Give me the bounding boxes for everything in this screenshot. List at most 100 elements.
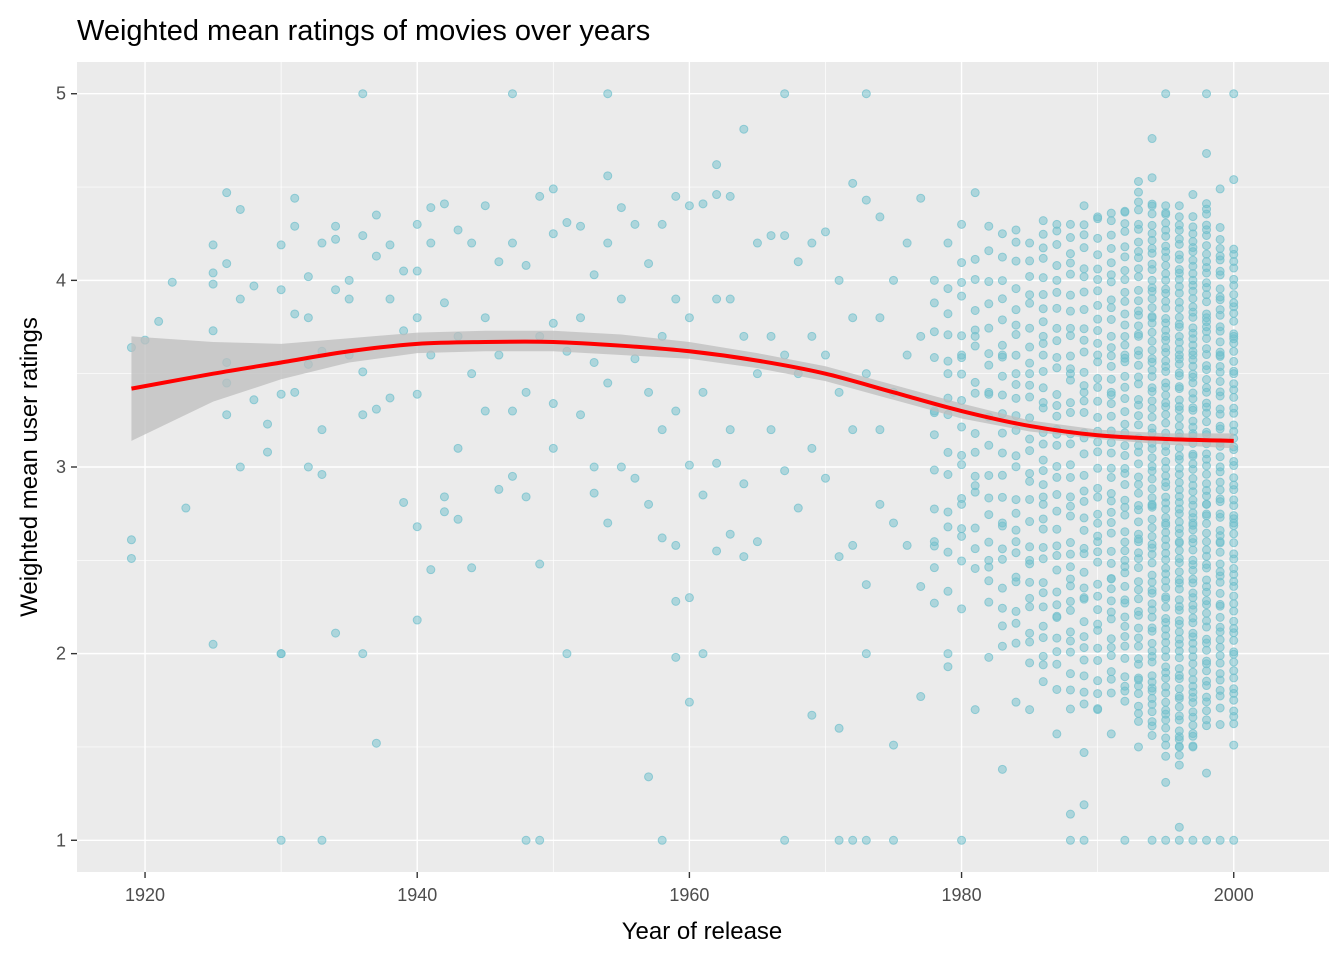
x-tick-label: 2000 [1214, 885, 1254, 905]
data-point [548, 229, 558, 239]
data-point [1147, 365, 1157, 375]
data-point [249, 281, 259, 291]
data-point [1120, 287, 1130, 297]
data-point [385, 240, 395, 250]
data-point [507, 238, 517, 248]
data-points [126, 89, 1239, 845]
chart-title: Weighted mean ratings of movies over yea… [77, 15, 650, 47]
data-point [1229, 456, 1239, 466]
data-point [1161, 343, 1171, 353]
data-point [1065, 233, 1075, 243]
data-point [997, 448, 1007, 458]
data-point [684, 593, 694, 603]
data-point [1147, 686, 1157, 696]
data-point [861, 580, 871, 590]
data-point [1147, 173, 1157, 183]
data-point [1147, 327, 1157, 337]
data-point [1106, 642, 1116, 652]
data-point [1161, 296, 1171, 306]
data-point [929, 275, 939, 285]
data-point [1079, 525, 1089, 535]
data-point [616, 203, 626, 213]
data-point [603, 378, 613, 388]
data-point [875, 212, 885, 222]
data-point [494, 484, 504, 494]
data-point [929, 327, 939, 337]
data-point [1106, 343, 1116, 353]
data-point [507, 89, 517, 99]
data-point [984, 246, 994, 256]
data-point [1174, 332, 1184, 342]
data-point [1065, 501, 1075, 511]
data-point [780, 466, 790, 476]
data-point [1147, 484, 1157, 494]
data-point [1147, 717, 1157, 727]
data-point [1025, 593, 1035, 603]
data-point [507, 406, 517, 416]
data-point [1229, 175, 1239, 185]
data-point [1025, 542, 1035, 552]
data-point [1188, 350, 1198, 360]
data-point [1106, 295, 1116, 305]
data-point [997, 252, 1007, 262]
data-point [1011, 379, 1021, 389]
data-point [439, 492, 449, 502]
data-point [453, 443, 463, 453]
data-point [1229, 529, 1239, 539]
data-point [1011, 606, 1021, 616]
data-point [1229, 538, 1239, 548]
data-point [984, 576, 994, 586]
data-point [1161, 751, 1171, 761]
data-point [861, 835, 871, 845]
data-point [1133, 285, 1143, 295]
data-point [943, 238, 953, 248]
data-point [1106, 230, 1116, 240]
data-point [371, 210, 381, 220]
data-point [1229, 366, 1239, 376]
data-point [1147, 134, 1157, 144]
data-point [1229, 564, 1239, 574]
data-point [1133, 187, 1143, 197]
data-point [1133, 563, 1143, 573]
data-point [970, 705, 980, 715]
data-point [1215, 509, 1225, 519]
data-point [712, 190, 722, 200]
data-point [1038, 290, 1048, 300]
data-point [970, 481, 980, 491]
data-point [317, 469, 327, 479]
data-point [1161, 705, 1171, 715]
data-point [1229, 835, 1239, 845]
data-point [589, 462, 599, 472]
data-point [1052, 363, 1062, 373]
data-point [997, 554, 1007, 564]
data-point [1133, 641, 1143, 651]
data-point [1174, 265, 1184, 275]
data-point [1025, 256, 1035, 266]
data-point [1052, 659, 1062, 669]
data-point [997, 764, 1007, 774]
data-point [671, 540, 681, 550]
data-point [984, 387, 994, 397]
data-point [1093, 275, 1103, 285]
data-point [467, 369, 477, 379]
data-point [630, 219, 640, 229]
data-point [1011, 697, 1021, 707]
data-point [1215, 421, 1225, 431]
data-point [780, 89, 790, 99]
data-point [1120, 510, 1130, 520]
data-point [1215, 537, 1225, 547]
data-point [1202, 278, 1212, 288]
data-point [1188, 600, 1198, 610]
data-point [589, 270, 599, 280]
data-point [820, 227, 830, 237]
data-point [1052, 633, 1062, 643]
data-point [1147, 570, 1157, 580]
data-point [1120, 527, 1130, 537]
data-point [603, 238, 613, 248]
data-point [1079, 201, 1089, 211]
data-point [1038, 651, 1048, 661]
data-point [1106, 607, 1116, 617]
data-point [970, 471, 980, 481]
data-point [1120, 631, 1130, 641]
data-point [1093, 374, 1103, 384]
